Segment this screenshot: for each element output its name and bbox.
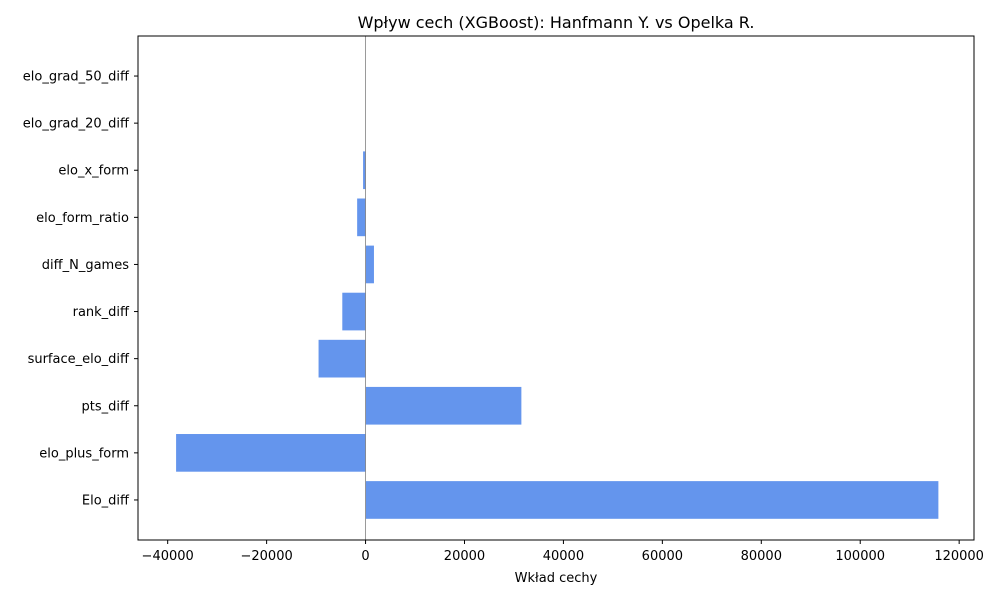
plot-frame: [137, 35, 975, 541]
x-tick-label: 120000: [934, 549, 984, 564]
y-tick-label: surface_elo_diff: [28, 352, 130, 367]
bar-elo_x_form: [363, 151, 366, 190]
bars-group: [176, 151, 939, 519]
y-axis: Elo_diff elo_plus_form pts_diff surface_elo…: [23, 70, 138, 508]
x-axis-label: Wkład cechy: [515, 571, 598, 586]
chart-title: Wpływ cech (XGBoost): Hanfmann Y. vs Ope…: [358, 13, 755, 32]
x-tick-label: 20000: [444, 549, 485, 564]
bar-diff_N_games: [365, 245, 374, 284]
x-tick-label: −20000: [240, 549, 292, 564]
x-axis: −40000 −20000 0 20000 40000 60000 80000 100000 1…: [142, 540, 984, 564]
bar-elo_plus_form: [176, 434, 366, 472]
bar-elo_form_ratio: [357, 198, 366, 237]
y-tick-label: pts_diff: [82, 399, 130, 414]
y-tick-label: elo_plus_form: [39, 446, 129, 461]
y-tick-label: rank_diff: [73, 305, 130, 320]
bar-surface_elo_diff: [318, 339, 366, 378]
x-tick-label: −40000: [142, 549, 194, 564]
y-tick-label: elo_x_form: [58, 164, 129, 179]
bar-Elo_diff: [365, 481, 939, 519]
x-tick-label: 100000: [835, 549, 885, 564]
x-tick-label: 0: [361, 549, 369, 564]
x-tick-label: 40000: [543, 549, 584, 564]
x-tick-label: 80000: [741, 549, 782, 564]
bar-rank_diff: [342, 292, 366, 331]
y-tick-label: elo_grad_20_diff: [23, 117, 130, 132]
y-tick-label: diff_N_games: [42, 258, 129, 273]
y-tick-label: elo_form_ratio: [36, 211, 129, 226]
x-tick-label: 60000: [642, 549, 683, 564]
y-tick-label: Elo_diff: [82, 493, 130, 508]
y-tick-label: elo_grad_50_diff: [23, 70, 130, 85]
bar-pts_diff: [365, 386, 522, 425]
